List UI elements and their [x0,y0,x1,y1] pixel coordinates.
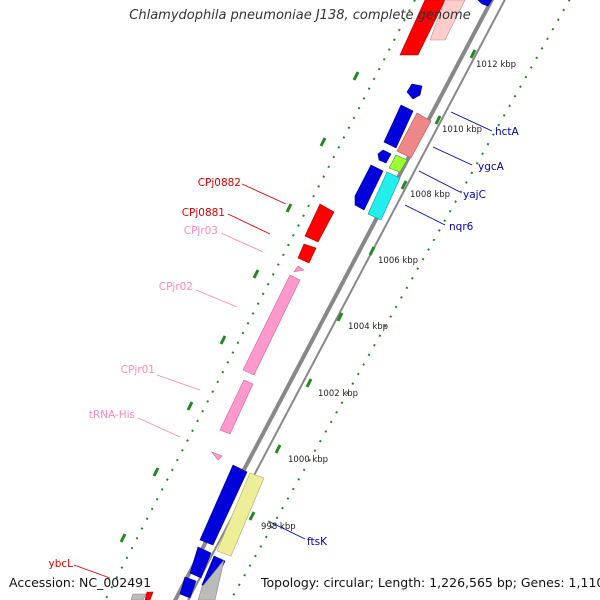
tick-label: 1006 kbp [378,256,418,266]
tick-label: 1004 kbp [348,322,388,332]
gene-arrow [216,472,265,557]
gene-arrow [354,164,384,211]
gene-arrow [367,171,401,221]
gene-label: nqr6 [449,221,474,233]
tick-label: 1008 kbp [410,190,450,200]
right-gene-labels: hctA ygcA yajC nqr6 ftsK [307,126,520,548]
gene-arrow [199,464,248,546]
gene-arrow [197,559,225,600]
tick-label: 1010 kbp [442,125,482,135]
gene-arrow [211,451,223,461]
tick-label: 1012 kbp [476,60,516,70]
tick-labels: 998 kbp 1000 kbp 1002 kbp 1004 kbp 1006 … [261,60,516,532]
gene-label: ygcA [478,161,505,173]
gene-arrow [144,591,154,600]
gene-arrow [189,546,212,579]
gene-arrow [388,154,408,173]
tick-tracks [104,0,571,600]
gene-arrow [396,112,432,159]
gene-arrow [383,104,414,149]
label-leaders [73,111,493,579]
gene-features [130,0,493,600]
gene-arrow [293,265,305,273]
gene-arrow [429,0,466,41]
gene-arrow [130,593,147,600]
gene-label: tRNA-His [89,409,135,421]
gene-label: ftsK [307,536,328,548]
gene-arrow [477,0,493,7]
gene-arrow [406,83,423,100]
gene-label: ybcL [48,558,73,570]
gene-arrow [304,203,335,243]
major-ticks [119,49,477,543]
tick-label: 1002 kbp [318,389,358,399]
gene-label: CPj0882 [198,177,241,189]
gene-label: CPjr02 [159,281,193,293]
gene-label: yajC [463,189,486,201]
gene-arrow [219,379,254,435]
gene-label: hctA [495,126,520,138]
gene-arrow [399,0,446,56]
left-gene-labels: CPj0882 CPj0881 CPjr03 CPjr02 CPjr01 tRN… [48,177,241,570]
tick-label: 1000 kbp [288,455,328,465]
gene-label: CPjr01 [121,364,155,376]
topology-text: Topology: circular; Length: 1,226,565 bp… [261,575,600,590]
gene-arrow [242,274,301,376]
gene-label: CPj0881 [182,207,225,219]
gene-arrow [297,243,317,264]
tick-label: 998 kbp [261,522,296,532]
gene-label: CPjr03 [184,225,218,237]
accession-text: Accession: NC_002491 [9,575,152,590]
map-title: Chlamydophila pneumoniae J138, complete … [129,8,471,23]
gene-arrow [377,149,392,164]
gene-arrow [179,576,197,599]
